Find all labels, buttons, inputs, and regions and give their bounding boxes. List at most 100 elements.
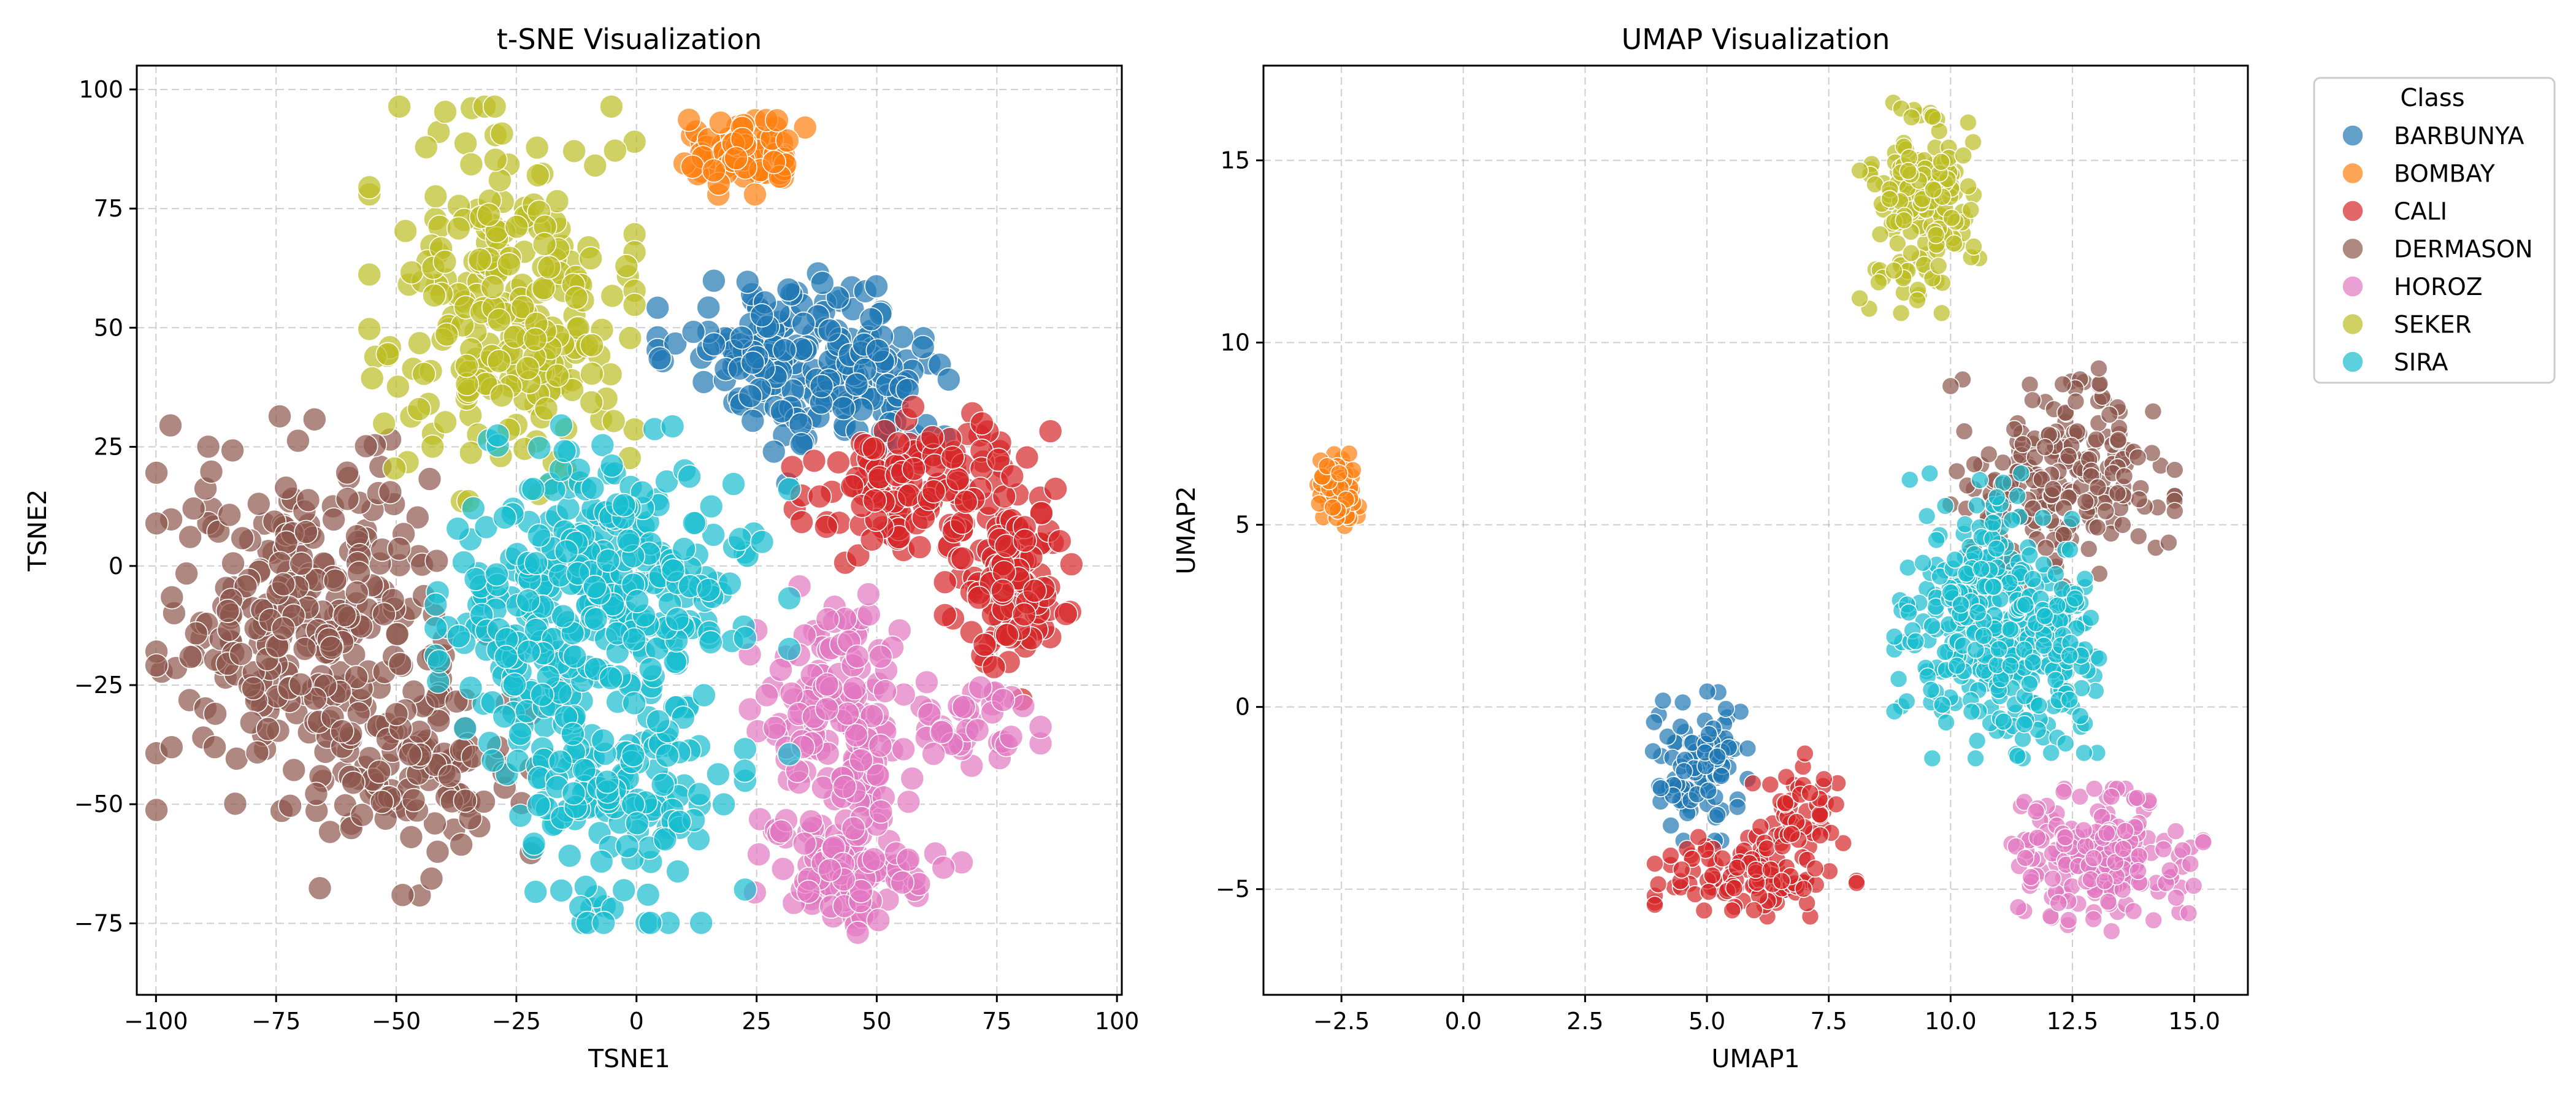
scatter-point bbox=[413, 135, 439, 159]
scatter-point bbox=[557, 843, 582, 868]
scatter-point bbox=[350, 802, 375, 827]
scatter-point bbox=[779, 681, 804, 706]
legend-marker bbox=[2342, 200, 2364, 222]
scatter-point bbox=[1995, 712, 2013, 731]
scatter-point bbox=[486, 308, 512, 332]
tsne-y-tick-label: 0 bbox=[109, 553, 123, 580]
scatter-point bbox=[845, 644, 870, 669]
scatter-point bbox=[224, 746, 249, 771]
legend-item-sira: SIRA bbox=[2342, 349, 2448, 377]
scatter-point bbox=[844, 723, 868, 748]
scatter-point bbox=[488, 168, 512, 193]
scatter-point bbox=[405, 505, 430, 530]
tsne-series-sira bbox=[423, 413, 802, 935]
scatter-point bbox=[1324, 498, 1342, 517]
scatter-point bbox=[286, 428, 310, 453]
scatter-point bbox=[2054, 783, 2073, 801]
scatter-point bbox=[866, 908, 891, 932]
scatter-point bbox=[2048, 596, 2067, 615]
scatter-point bbox=[393, 218, 418, 243]
scatter-point bbox=[579, 390, 604, 415]
scatter-point bbox=[732, 758, 757, 783]
scatter-point bbox=[856, 581, 881, 607]
scatter-point bbox=[2100, 405, 2119, 424]
scatter-point bbox=[573, 875, 598, 899]
scatter-point bbox=[2066, 589, 2084, 608]
scatter-point bbox=[622, 691, 646, 716]
scatter-point bbox=[1871, 225, 1890, 243]
scatter-point bbox=[510, 294, 535, 320]
scatter-point bbox=[796, 880, 821, 904]
scatter-point bbox=[677, 464, 702, 489]
scatter-point bbox=[1028, 715, 1053, 739]
scatter-point bbox=[561, 721, 585, 746]
scatter-point bbox=[2060, 911, 2078, 929]
scatter-point bbox=[387, 94, 412, 119]
scatter-point bbox=[523, 327, 548, 352]
scatter-point bbox=[508, 721, 532, 746]
scatter-point bbox=[1902, 108, 1921, 127]
scatter-point bbox=[446, 216, 471, 241]
scatter-point bbox=[807, 484, 832, 509]
scatter-point bbox=[873, 679, 897, 703]
umap-y-tick-label: 10 bbox=[1221, 329, 1250, 356]
scatter-point bbox=[1695, 901, 1714, 920]
scatter-point bbox=[826, 285, 850, 310]
scatter-point bbox=[776, 277, 801, 302]
scatter-point bbox=[1987, 539, 2006, 558]
scatter-point bbox=[1941, 583, 1960, 602]
scatter-point bbox=[733, 737, 757, 762]
scatter-point bbox=[986, 447, 1011, 472]
tsne-y-ticks: −75 −50 −25 0 25 50 75 100 bbox=[74, 76, 137, 937]
scatter-point bbox=[733, 626, 757, 650]
scatter-point bbox=[1651, 779, 1670, 797]
scatter-point bbox=[486, 348, 512, 374]
scatter-point bbox=[2084, 849, 2103, 867]
umap-series-bombay bbox=[1308, 444, 1368, 535]
scatter-point bbox=[616, 528, 641, 553]
tsne-x-tick-label: 100 bbox=[1095, 1008, 1140, 1035]
scatter-point bbox=[672, 537, 697, 561]
scatter-point bbox=[921, 479, 946, 504]
tsne-series-cali bbox=[780, 394, 1084, 712]
scatter-point bbox=[841, 816, 866, 841]
scatter-point bbox=[508, 803, 533, 828]
scatter-point bbox=[1972, 559, 1991, 578]
scatter-point bbox=[372, 602, 396, 627]
scatter-point bbox=[699, 494, 724, 519]
scatter-point bbox=[2090, 374, 2109, 393]
scatter-point bbox=[1947, 462, 1966, 481]
scatter-point bbox=[1054, 602, 1078, 626]
scatter-point bbox=[158, 413, 183, 438]
scatter-point bbox=[1880, 190, 1899, 209]
tsne-x-tick-label: 25 bbox=[742, 1008, 771, 1035]
scatter-point bbox=[2052, 580, 2071, 599]
scatter-point bbox=[907, 535, 932, 559]
umap-x-tick-label: 7.5 bbox=[1810, 1008, 1847, 1035]
umap-x-tick-label: 15.0 bbox=[2168, 1008, 2220, 1035]
scatter-point bbox=[489, 121, 515, 146]
scatter-point bbox=[846, 543, 871, 568]
scatter-point bbox=[868, 733, 893, 758]
scatter-point bbox=[229, 642, 253, 667]
scatter-point bbox=[292, 637, 317, 661]
scatter-point bbox=[842, 676, 867, 700]
scatter-point bbox=[967, 585, 991, 610]
scatter-point bbox=[388, 651, 413, 677]
scatter-point bbox=[433, 99, 458, 125]
scatter-point bbox=[384, 702, 409, 727]
tsne-x-tick-label: −50 bbox=[372, 1008, 421, 1035]
scatter-point bbox=[622, 293, 647, 317]
scatter-point bbox=[729, 325, 754, 350]
scatter-point bbox=[1964, 132, 1982, 151]
legend-item-horoz: HOROZ bbox=[2342, 274, 2483, 301]
scatter-point bbox=[655, 743, 680, 768]
scatter-point bbox=[754, 683, 779, 708]
scatter-point bbox=[611, 493, 637, 518]
scatter-point bbox=[397, 742, 423, 767]
scatter-point bbox=[1048, 529, 1072, 554]
scatter-point bbox=[1923, 616, 1941, 635]
legend-marker bbox=[2342, 275, 2364, 297]
scatter-point bbox=[724, 146, 748, 171]
scatter-point bbox=[1703, 866, 1722, 885]
